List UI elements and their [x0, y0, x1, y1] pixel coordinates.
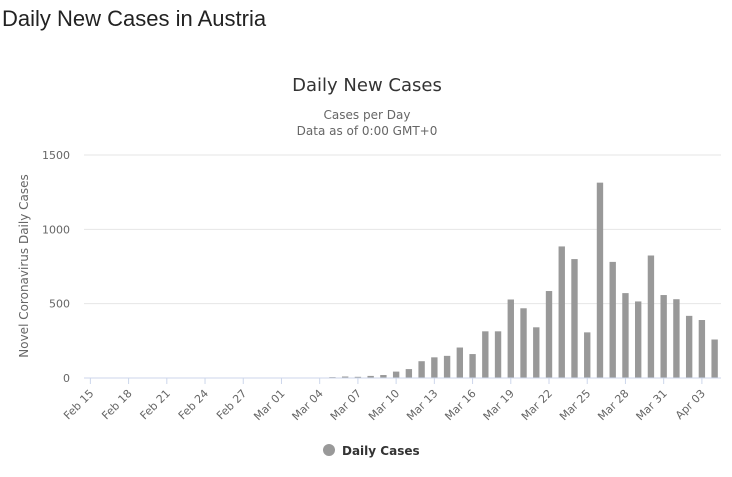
- y-axis-ticks: 0 500 1000 1500: [42, 149, 70, 385]
- bar[interactable]: [545, 291, 553, 378]
- y-tick-label: 1500: [42, 149, 70, 162]
- x-tick-label: Mar 31: [634, 387, 670, 423]
- bar[interactable]: [520, 308, 527, 378]
- x-tick-label: Mar 28: [595, 387, 631, 423]
- bar[interactable]: [660, 295, 667, 378]
- bar[interactable]: [431, 357, 438, 378]
- x-tick-label: Feb 21: [138, 387, 173, 422]
- legend-marker: [323, 444, 335, 456]
- bar[interactable]: [698, 320, 706, 378]
- x-tick-label: Mar 04: [290, 387, 326, 423]
- x-tick-label: Feb 18: [99, 387, 134, 422]
- chart-subtitle-date: Data as of 0:00 GMT+0: [297, 124, 438, 138]
- bar[interactable]: [469, 354, 476, 378]
- bar[interactable]: [673, 299, 680, 378]
- bar[interactable]: [380, 375, 387, 378]
- bar[interactable]: [647, 255, 655, 378]
- legend-item-daily-cases[interactable]: Daily Cases: [323, 444, 420, 458]
- bar[interactable]: [507, 299, 514, 378]
- bar[interactable]: [584, 332, 591, 378]
- bar[interactable]: [494, 331, 502, 378]
- bars: [329, 182, 718, 378]
- x-tick-label: Mar 25: [557, 387, 593, 423]
- grid-lines: [84, 154, 721, 305]
- bar[interactable]: [622, 293, 629, 378]
- x-tick-label: Feb 24: [176, 387, 211, 422]
- page-title: Daily New Cases in Austria: [2, 6, 267, 31]
- x-tick-label: Feb 27: [214, 387, 249, 422]
- x-tick-label: Mar 19: [481, 387, 517, 423]
- bar[interactable]: [533, 327, 540, 378]
- bar[interactable]: [354, 376, 362, 378]
- bar[interactable]: [482, 331, 489, 378]
- chart-title: Daily New Cases: [292, 75, 442, 96]
- bar[interactable]: [443, 355, 451, 378]
- bar[interactable]: [405, 369, 413, 378]
- x-tick-label: Mar 01: [251, 387, 287, 423]
- y-tick-label: 1000: [42, 223, 70, 236]
- y-axis-label: Novel Coronavirus Daily Cases: [17, 174, 31, 357]
- bar[interactable]: [456, 347, 464, 378]
- y-tick-label: 0: [63, 372, 70, 385]
- x-tick-label: Mar 10: [366, 387, 402, 423]
- bar[interactable]: [392, 371, 400, 378]
- bar[interactable]: [558, 246, 565, 378]
- bar[interactable]: [596, 182, 604, 378]
- x-tick-label: Apr 03: [673, 387, 708, 422]
- bar[interactable]: [711, 339, 718, 378]
- x-tick-label: Mar 07: [328, 387, 364, 423]
- x-tick-label: Feb 15: [61, 387, 96, 422]
- chart-subtitle: Cases per Day: [324, 108, 411, 122]
- y-tick-label: 500: [49, 298, 70, 311]
- x-tick-label: Mar 22: [519, 387, 555, 423]
- bar[interactable]: [418, 361, 425, 378]
- x-tick-label: Mar 16: [442, 387, 478, 423]
- bar[interactable]: [685, 315, 693, 378]
- bar[interactable]: [571, 259, 578, 378]
- bar[interactable]: [635, 301, 642, 378]
- legend-label: Daily Cases: [342, 444, 420, 458]
- bar[interactable]: [609, 261, 616, 378]
- x-axis-ticks: Feb 15 Feb 18 Feb 21 Feb 24 Feb 27 Mar 01 Mar …: [61, 378, 708, 423]
- bar[interactable]: [341, 376, 349, 378]
- bar[interactable]: [367, 375, 374, 378]
- x-tick-label: Mar 13: [404, 387, 440, 423]
